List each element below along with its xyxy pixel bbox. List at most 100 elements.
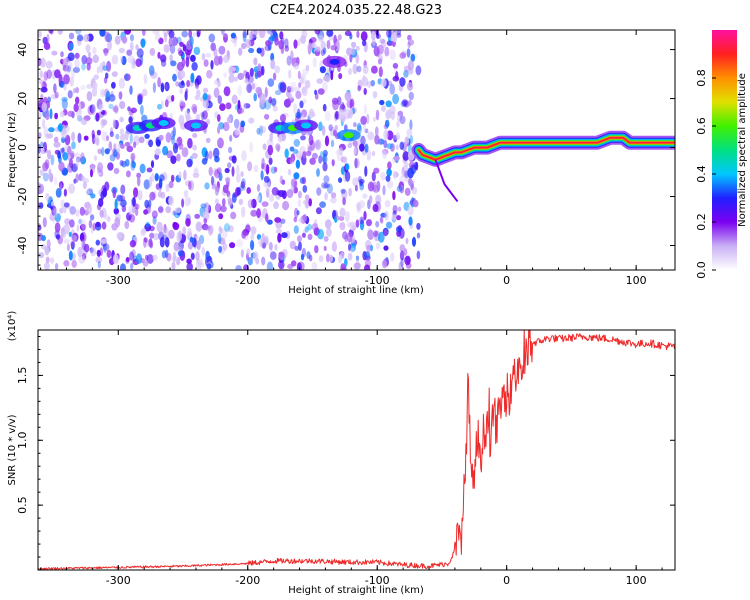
heatmap-noise-cell <box>143 209 149 215</box>
heatmap-noise-cell <box>124 220 130 230</box>
heatmap-noise-cell <box>289 81 297 90</box>
heatmap-noise-cell <box>67 52 75 61</box>
heatmap-noise-cell <box>347 142 353 149</box>
heatmap-noise-cell <box>74 52 80 59</box>
heatmap-noise-cell <box>47 149 52 160</box>
heatmap-noise-cell <box>89 214 95 221</box>
heatmap-noise-cell <box>156 221 163 233</box>
heatmap-noise-cell <box>96 167 102 176</box>
heatmap-noise-cell <box>182 226 187 235</box>
heatmap-noise-cell <box>83 135 89 141</box>
heatmap-noise-cell <box>389 83 396 95</box>
heatmap-noise-cell <box>293 172 300 180</box>
heatmap-noise-cell <box>169 113 173 120</box>
heatmap-noise-cell <box>342 231 348 240</box>
heatmap-noise-cell <box>382 150 387 159</box>
heatmap-noise-cell <box>279 31 284 40</box>
snr-plot-area <box>38 330 675 570</box>
heatmap-noise-cell <box>128 116 133 124</box>
heatmap-noise-cell <box>50 154 55 166</box>
heatmap-noise-cell <box>308 198 313 207</box>
snr-x-tick-label: -300 <box>106 574 131 587</box>
heatmap-noise-cell <box>106 249 112 258</box>
heatmap-noise-cell <box>168 180 174 189</box>
heatmap-noise-cell <box>354 157 358 169</box>
heatmap-noise-cell <box>302 98 307 104</box>
heatmap-noise-cell <box>381 39 386 49</box>
heatmap-noise-cell <box>249 67 254 77</box>
heatmap-noise-cell <box>387 180 394 189</box>
heatmap-noise-cell <box>204 182 210 190</box>
heatmap-x-axis-label: Height of straight line (km) <box>288 285 424 296</box>
heatmap-noise-cell <box>264 113 270 120</box>
heatmap-noise-cell <box>257 63 262 72</box>
heatmap-noise-cell <box>233 37 237 47</box>
heatmap-noise-cell <box>144 199 150 209</box>
heatmap-noise-cell <box>366 244 371 253</box>
snr-y-ticks: 0.5 1.0 1.5 <box>16 335 675 571</box>
heatmap-noise-cell <box>275 143 281 151</box>
heatmap-noise-cell <box>311 42 317 49</box>
heatmap-noise-cell <box>380 78 387 87</box>
heatmap-noise-cell <box>240 249 244 258</box>
heatmap-noise-cell <box>269 35 275 41</box>
heatmap-noise-cell <box>338 177 343 183</box>
heatmap-noise-cell <box>259 93 266 104</box>
heatmap-noise-cell <box>129 41 134 52</box>
heatmap-noise-cell <box>140 104 144 116</box>
heatmap-y-tick-label: 40 <box>16 43 29 57</box>
heatmap-noise-cell <box>164 32 168 43</box>
heatmap-noise-cell <box>322 47 327 55</box>
heatmap-noise-cell <box>172 251 176 262</box>
heatmap-noise-cell <box>322 82 328 92</box>
heatmap-noise-cell <box>406 48 411 58</box>
heatmap-noise-cell <box>126 145 134 153</box>
heatmap-noise-cell <box>77 246 83 258</box>
heatmap-noise-cell <box>64 68 71 75</box>
heatmap-noise-cell <box>362 39 367 47</box>
heatmap-noise-cell <box>336 152 344 162</box>
heatmap-noise-cell <box>389 49 396 61</box>
heatmap-noise-cell <box>39 70 44 78</box>
heatmap-noise-cell <box>113 207 120 215</box>
heatmap-noise-cell <box>137 189 143 201</box>
heatmap-noise-cell <box>383 129 389 140</box>
heatmap-noise-cell <box>352 177 359 187</box>
heatmap-noise-cell <box>326 227 332 237</box>
heatmap-noise-cell <box>98 197 104 207</box>
heatmap-noise-cell <box>61 230 67 239</box>
heatmap-noise-cell <box>92 82 98 90</box>
heatmap-noise-cell <box>45 60 53 69</box>
heatmap-noise-cell <box>195 75 202 85</box>
heatmap-noise-cell <box>245 224 251 233</box>
heatmap-noise-cell <box>178 171 182 179</box>
heatmap-noise-cell <box>248 47 255 54</box>
heatmap-noise-cell <box>165 184 170 192</box>
heatmap-noise-cell <box>119 128 125 135</box>
heatmap-noise-cell <box>116 231 123 240</box>
heatmap-noise-cell <box>53 207 58 218</box>
heatmap-noise-cell <box>301 86 308 97</box>
heatmap-noise-cell <box>293 39 298 49</box>
heatmap-noise-cell <box>298 82 302 88</box>
heatmap-noise-cell <box>364 264 371 270</box>
heatmap-noise-cell <box>172 126 176 137</box>
heatmap-noise-cell <box>73 178 77 184</box>
heatmap-noise-cell <box>188 180 192 190</box>
heatmap-noise-cell <box>329 254 333 263</box>
heatmap-noise-cell <box>312 57 317 68</box>
heatmap-noise-cell <box>408 91 414 101</box>
heatmap-noise-cell <box>399 52 407 59</box>
heatmap-noise-cell <box>179 88 184 94</box>
heatmap-noise-cell <box>324 73 331 83</box>
heatmap-noise-cell <box>270 251 277 260</box>
heatmap-noise-cell <box>115 133 120 140</box>
heatmap-noise-cell <box>307 223 313 231</box>
heatmap-noise-cell <box>340 103 345 110</box>
heatmap-noise-cell <box>38 225 42 231</box>
heatmap-noise-cell <box>145 254 149 261</box>
heatmap-noise-cell <box>261 30 268 34</box>
heatmap-noise-cell <box>309 157 316 165</box>
heatmap-noise-cell <box>63 74 70 85</box>
